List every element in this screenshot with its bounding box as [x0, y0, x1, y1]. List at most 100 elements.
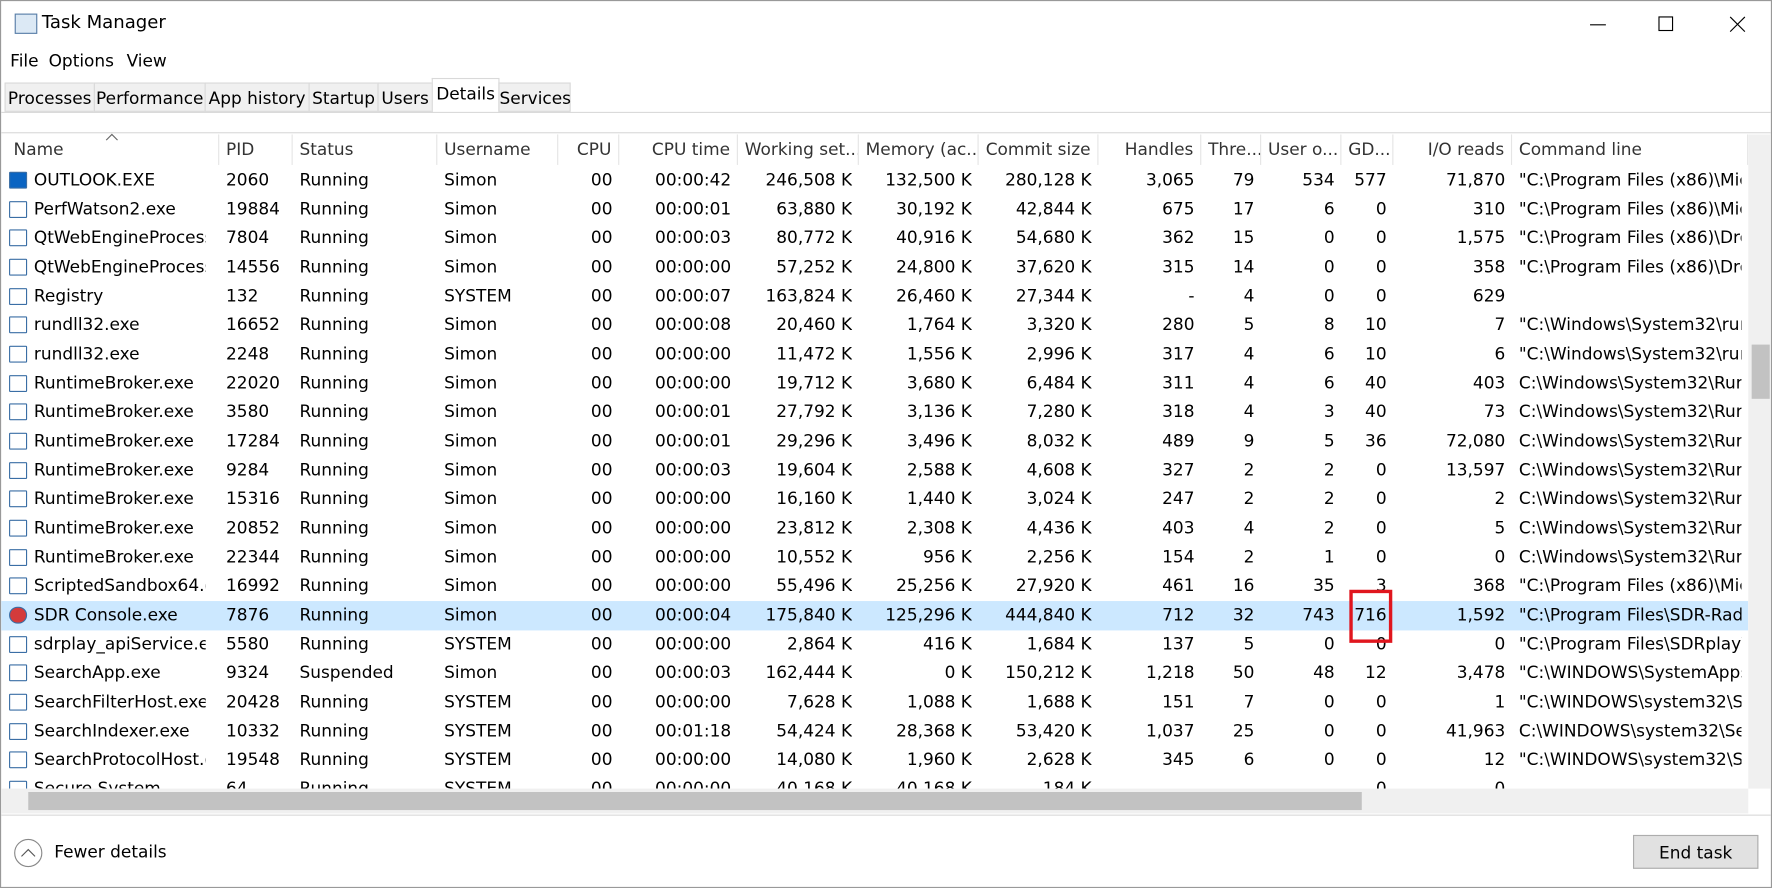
table-cell: 25 [1208, 717, 1254, 745]
fewer-details-icon[interactable] [12, 837, 44, 869]
table-cell: Simon [444, 601, 551, 629]
column-header[interactable]: PID [219, 134, 292, 165]
end-task-button[interactable]: End task [1633, 835, 1758, 869]
table-cell: 1 [1268, 543, 1335, 571]
table-cell: 22344 [226, 543, 286, 571]
table-cell: 00 [565, 514, 612, 542]
table-cell: 00:00:01 [626, 427, 731, 455]
process-icon [9, 172, 27, 189]
table-cell: 00 [565, 717, 612, 745]
table-cell: SearchApp.exe [34, 659, 206, 687]
table-cell: 0 [1268, 717, 1335, 745]
table-cell: 17284 [226, 427, 286, 455]
table-cell: Simon [444, 369, 551, 397]
process-icon [9, 375, 27, 392]
table-cell: 40,916 K [866, 224, 972, 252]
process-icon [9, 462, 27, 479]
table-cell: 10 [1348, 311, 1386, 339]
table-cell: 27,920 K [985, 572, 1091, 600]
table-cell: "C:\Program Files\SDR-Radio [1519, 601, 1742, 629]
table-cell: C:\Windows\System32\Runti [1519, 369, 1742, 397]
table-cell: 7,280 K [985, 398, 1091, 426]
table-cell: "C:\Program Files (x86)\Micro [1519, 195, 1742, 223]
scroll-thumb[interactable] [1752, 345, 1770, 399]
scroll-thumb[interactable] [28, 792, 1362, 810]
table-cell: 63,880 K [745, 195, 852, 223]
column-header[interactable]: Command line [1512, 134, 1748, 165]
column-header[interactable]: Username [437, 134, 558, 165]
table-cell: SYSTEM [444, 746, 551, 774]
column-header[interactable]: Memory (ac... [859, 134, 979, 165]
table-cell: 20,460 K [745, 311, 852, 339]
table-cell: 0 [1400, 775, 1505, 788]
table-cell: 40 [1348, 398, 1386, 426]
table-cell: 1,688 K [985, 688, 1091, 716]
table-cell: 00 [565, 340, 612, 368]
column-header[interactable]: CPU time [619, 134, 738, 165]
table-cell: 40,168 K [745, 775, 852, 788]
table-cell: 2248 [226, 340, 286, 368]
table-cell: 2,588 K [866, 456, 972, 484]
table-cell: 00:00:00 [626, 253, 731, 281]
table-cell: 1,037 [1105, 717, 1194, 745]
table-cell: 00:00:03 [626, 456, 731, 484]
table-cell: 403 [1400, 369, 1505, 397]
table-cell: Simon [444, 514, 551, 542]
table-cell: 28,368 K [866, 717, 972, 745]
column-header[interactable]: Thre... [1201, 134, 1261, 165]
table-cell: C:\Windows\System32\Runti [1519, 485, 1742, 513]
table-cell: C:\Windows\System32\Runti [1519, 398, 1742, 426]
table-cell: 4 [1208, 398, 1254, 426]
table-cell: 3,478 [1400, 659, 1505, 687]
table-cell: 2 [1208, 456, 1254, 484]
table-cell: 19,712 K [745, 369, 852, 397]
table-cell: 0 [1400, 543, 1505, 571]
table-cell: 4 [1208, 514, 1254, 542]
table-cell: 151 [1105, 688, 1194, 716]
process-icon [9, 665, 27, 682]
table-cell: 00 [565, 427, 612, 455]
process-icon [9, 491, 27, 508]
table-cell: 16992 [226, 572, 286, 600]
table-cell: C:\WINDOWS\system32\Sea [1519, 717, 1742, 745]
horizontal-scrollbar[interactable] [1, 789, 1748, 814]
column-header[interactable]: Working set... [738, 134, 859, 165]
table-cell: RuntimeBroker.exe [34, 427, 206, 455]
column-header[interactable]: Status [293, 134, 438, 165]
table-cell: Running [299, 601, 430, 629]
column-header[interactable]: I/O reads [1393, 134, 1512, 165]
table-cell: 2 [1400, 485, 1505, 513]
table-cell: 00 [565, 572, 612, 600]
table-cell: 00 [565, 398, 612, 426]
column-header[interactable]: User o... [1261, 134, 1341, 165]
table-cell: QtWebEngineProcess... [34, 224, 206, 252]
column-header[interactable]: Commit size [979, 134, 1099, 165]
table-cell: 57,252 K [745, 253, 852, 281]
table-cell: 16 [1208, 572, 1254, 600]
table-cell: 0 [1348, 775, 1386, 788]
table-cell: 00 [565, 456, 612, 484]
table-cell: Running [299, 224, 430, 252]
table-cell: 1,088 K [866, 688, 972, 716]
table-cell: 444,840 K [985, 601, 1091, 629]
table-cell: Simon [444, 253, 551, 281]
table-cell: 6 [1268, 195, 1335, 223]
table-cell: 3,024 K [985, 485, 1091, 513]
column-header[interactable]: Handles [1098, 134, 1201, 165]
table-cell: C:\Windows\System32\Runti [1519, 456, 1742, 484]
table-cell: 2 [1208, 543, 1254, 571]
table-cell: 00 [565, 630, 612, 658]
table-cell: 00:00:00 [626, 369, 731, 397]
fewer-details[interactable]: Fewer details [54, 842, 166, 862]
table-cell: Running [299, 746, 430, 774]
column-header[interactable]: CPU [558, 134, 619, 165]
table-cell: 163,824 K [745, 282, 852, 310]
table-cell: 12 [1348, 659, 1386, 687]
vertical-scrollbar[interactable] [1748, 134, 1772, 788]
table-cell: 0 K [866, 659, 972, 687]
column-header[interactable]: GD... [1341, 134, 1393, 165]
table-cell: 2,308 K [866, 514, 972, 542]
table-cell: 26,460 K [866, 282, 972, 310]
table-cell: ScriptedSandbox64.e... [34, 572, 206, 600]
process-icon [9, 578, 27, 595]
